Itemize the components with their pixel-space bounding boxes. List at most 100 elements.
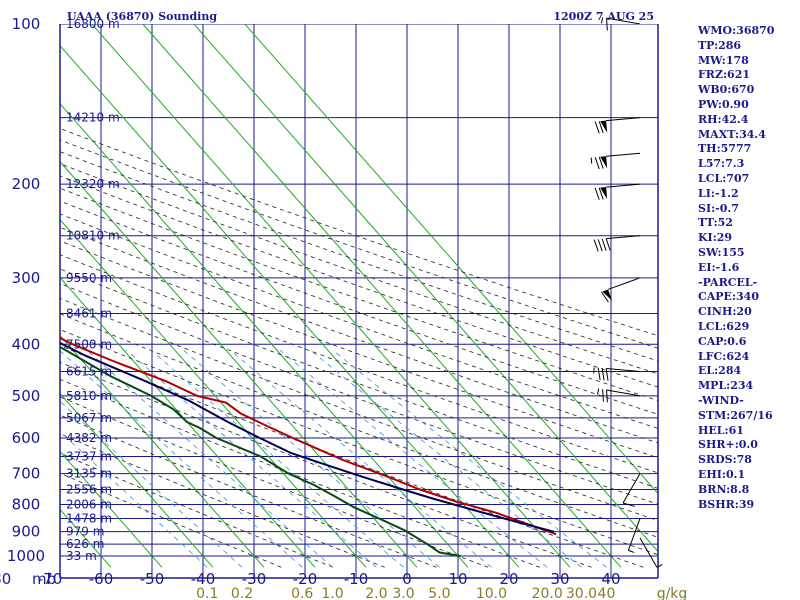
dry-adiabat <box>60 175 658 388</box>
stability-index: WMO:36870 <box>698 24 775 37</box>
height-level-label: 10810 m <box>66 229 120 243</box>
stability-index: TH:5777 <box>698 142 752 156</box>
isotherm-line <box>60 392 214 568</box>
wind-barb <box>593 367 641 381</box>
isotherm-line <box>91 24 571 568</box>
dry-adiabat <box>60 313 658 538</box>
mixing-ratio-label: 0.1 <box>196 586 218 600</box>
temperature-tick-label: -80 <box>0 570 11 588</box>
adiabat-layer <box>0 24 658 568</box>
isotherm-line <box>244 24 658 495</box>
temperature-tick-label: -30 <box>242 570 267 588</box>
stability-index: SHR+:0.0 <box>698 438 758 452</box>
mixing-ratio-label: 0.2 <box>231 586 253 600</box>
dry-adiabat <box>60 329 658 556</box>
stability-index: BSHR:39 <box>698 497 755 511</box>
temperature-tick-label: -20 <box>293 570 318 588</box>
temperature-tick-label: -70 <box>38 570 63 588</box>
wind-barb <box>593 235 641 252</box>
dry-adiabat <box>60 361 592 568</box>
mixing-ratio-line <box>150 349 404 568</box>
isotherm-line <box>60 276 316 568</box>
pressure-tick-label: 600 <box>12 429 41 447</box>
height-level-label: 9550 m <box>66 271 112 285</box>
isotherm-line <box>193 24 658 553</box>
mixing-ratio-label: 40 <box>598 586 616 600</box>
dry-adiabat <box>60 151 658 362</box>
stability-index: HEL:61 <box>698 423 744 437</box>
stability-index: BRN:8.8 <box>698 482 750 496</box>
dry-adiabat <box>60 163 658 375</box>
mixing-ratio-line <box>183 349 440 568</box>
wind-barb <box>639 537 663 568</box>
wind-barb <box>601 17 641 31</box>
mixing-ratio-label: 30.0 <box>566 586 597 600</box>
pressure-tick-label: 700 <box>12 465 41 483</box>
dry-adiabat <box>60 240 658 459</box>
height-level-label: 5810 m <box>66 389 112 403</box>
height-level-label: 14210 m <box>66 111 120 125</box>
pressure-tick-label: 100 <box>12 15 41 33</box>
stability-index: -PARCEL- <box>698 275 758 289</box>
wind-barb <box>601 277 641 303</box>
isotherm-line <box>0 24 9 567</box>
pressure-tick-label: 400 <box>12 335 41 353</box>
mixing-ratio-label: 0.6 <box>291 586 313 600</box>
stability-index: STM:267/16 <box>698 408 773 422</box>
stability-index: EHI:0.1 <box>698 467 746 481</box>
stability-index-list: WMO:36870 TP:286 MW:178 FRZ:621 WB0:670 PW:0.… <box>698 24 798 512</box>
grid-layer <box>60 24 658 578</box>
height-level-label: 2556 m <box>66 483 112 497</box>
temperature-profile <box>60 336 557 536</box>
isotherm-line <box>60 450 163 568</box>
height-level-label: 6615 m <box>66 365 112 379</box>
wind-barb <box>594 183 641 200</box>
mixing-ratio-line <box>126 349 377 568</box>
wind-barb <box>622 473 641 507</box>
dry-adiabat <box>60 200 658 415</box>
stability-index: MW:178 <box>698 53 749 67</box>
stability-index: SW:155 <box>698 245 745 259</box>
dry-adiabat <box>60 128 658 337</box>
pressure-tick-label: 900 <box>12 523 41 541</box>
dry-adiabat <box>60 226 658 444</box>
dry-adiabat <box>60 297 658 522</box>
stability-index: CAP:0.6 <box>698 334 747 348</box>
dry-adiabat <box>60 213 658 429</box>
pressure-axis-label: mb <box>32 570 56 588</box>
mixing-ratio-layer <box>60 349 607 568</box>
stability-index: MPL:234 <box>698 379 754 393</box>
stability-index: MAXT:34.4 <box>698 127 766 141</box>
dry-adiabat <box>60 452 334 568</box>
stability-index: EL:284 <box>698 364 742 378</box>
temperature-tick-label: 20 <box>499 570 518 588</box>
chart-title: UAAA (36870) Sounding <box>67 10 217 23</box>
isotherm-line <box>60 160 418 568</box>
stability-index: TT:52 <box>698 216 733 230</box>
height-level-label: 1478 m <box>66 511 112 525</box>
dry-adiabat <box>60 254 658 474</box>
stability-index: -WIND- <box>698 393 744 407</box>
temperature-tick-label: 0 <box>402 570 412 588</box>
height-level-label: 8461 m <box>66 306 112 320</box>
stability-index: RH:42.4 <box>698 112 749 126</box>
height-level-label: 626 m <box>66 537 104 551</box>
mixing-ratio-line <box>310 349 582 568</box>
dry-adiabat <box>60 187 658 402</box>
dry-adiabat <box>60 139 658 349</box>
stability-index: SI:-0.7 <box>698 201 739 215</box>
stability-index: LI:-1.2 <box>698 186 739 200</box>
temperature-tick-label: 10 <box>448 570 467 588</box>
isotherm-line <box>60 218 367 568</box>
dry-adiabat <box>60 472 282 568</box>
isotherm-line <box>60 45 520 568</box>
mixing-ratio-line <box>60 430 208 568</box>
mixing-ratio-line <box>229 349 492 568</box>
stability-index: SRDS:78 <box>698 453 752 467</box>
stability-index: PW:0.90 <box>698 97 749 111</box>
temperature-tick-label: 30 <box>550 570 569 588</box>
mixing-ratio-label: 10.0 <box>476 586 507 600</box>
dry-adiabat <box>60 268 658 489</box>
